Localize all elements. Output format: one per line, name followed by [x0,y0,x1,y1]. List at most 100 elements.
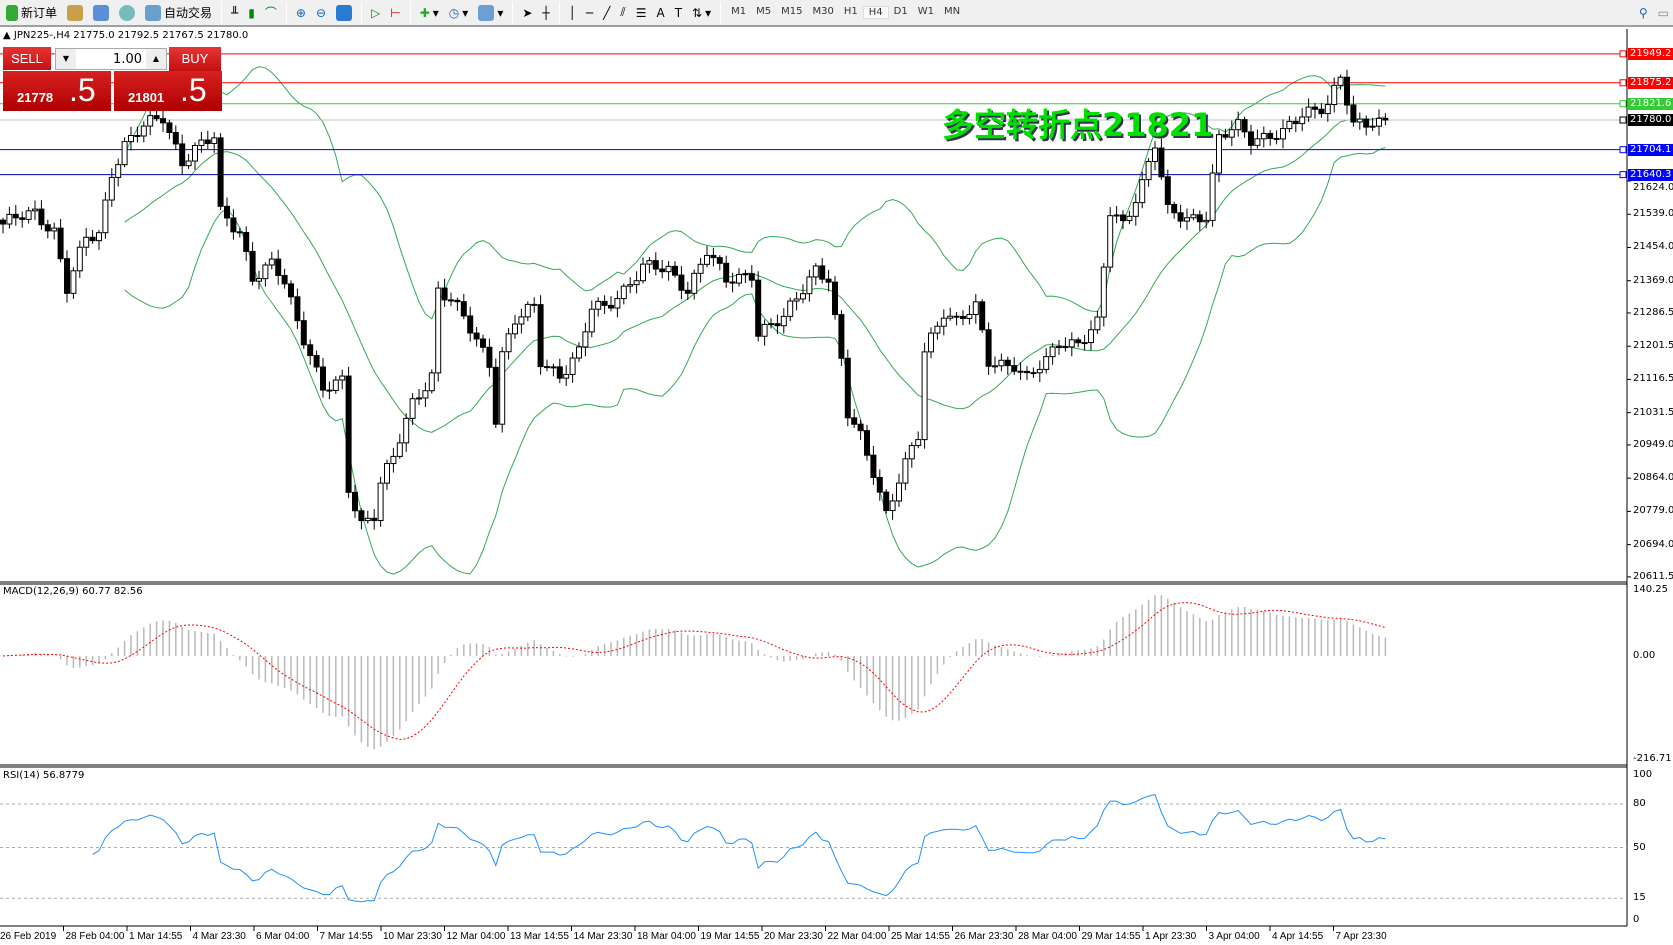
timeframe-m15[interactable]: M15 [781,6,803,17]
time-tick-label: 13 Mar 14:55 [510,931,569,942]
indicators-button[interactable]: ✚ ▾ [419,5,439,20]
bear-candle [710,254,717,259]
chat-button[interactable]: ▭ [1654,1,1673,24]
templates-button[interactable]: ▾ [474,1,507,24]
lot-value[interactable]: 1.00 [113,51,142,67]
bull-candle [1145,160,1152,181]
bear-candle [1011,365,1018,372]
divider [221,1,223,24]
timeframe-w1[interactable]: W1 [917,6,934,17]
bull-candle [1235,119,1242,131]
macd-tick-label: -216.71 [1633,752,1672,764]
bull-candle [211,137,218,144]
rsi-tick-label: 50 [1633,841,1646,853]
timeframe-h4[interactable]: H4 [862,6,889,19]
lot-size-field[interactable]: ▼ 1.00 ▲ [55,48,167,70]
equidistant-channel-button[interactable]: ⫽ [616,1,629,24]
bull-candle [614,298,621,309]
signal-button[interactable] [115,1,139,24]
level-handle [1619,50,1627,58]
lot-decrease-button[interactable]: ▼ [56,49,76,69]
bear-candle [1177,212,1184,222]
trendline-icon: ╱ [603,5,611,20]
bear-candle [876,476,883,493]
chart-shift-button[interactable]: ⊢ [386,1,404,24]
bull-candle [588,308,595,333]
bull-candle [646,260,653,265]
text-button[interactable]: A [652,1,668,24]
autoscroll-button[interactable]: ▷ [367,1,384,24]
bear-candle [1248,131,1254,146]
vertical-line-button[interactable]: │ [565,1,580,24]
bear-candle [134,134,141,137]
price-tick-label: 20864.0 [1633,472,1673,484]
bar-chart-button[interactable]: ╨ [227,1,242,24]
bull-candle [1305,106,1312,118]
time-tick-label: 4 Mar 23:30 [192,931,246,942]
bull-candle [1081,342,1088,345]
bear-candle [281,274,288,285]
tile-windows-button[interactable] [332,1,356,24]
trendline-button[interactable]: ╱ [599,1,614,24]
bull-candle [1286,120,1293,130]
navigator-button[interactable] [89,1,113,24]
bear-candle [1017,370,1024,373]
time-tick-label: 10 Mar 23:30 [383,931,442,942]
search-button[interactable]: ⚲ [1635,1,1652,24]
timeframe-d1[interactable]: D1 [893,6,908,17]
bull-candle [518,316,525,325]
bollinger-lower [124,146,1386,575]
auto-trading-button[interactable]: 自动交易 [141,1,216,24]
bull-candle [640,263,646,282]
price-tick-label: 21201.5 [1633,340,1673,352]
fibonacci-button[interactable]: ☰ [632,1,651,24]
bear-candle [307,344,314,357]
bull-candle [1324,104,1331,115]
bull-candle [569,357,576,375]
periods-button[interactable]: ◷ ▾ [448,5,469,20]
bear-candle [678,274,685,291]
bear-candle [38,208,45,226]
buy-price[interactable]: 21801 .5 [114,71,222,111]
bull-candle [524,303,531,318]
bear-candle [249,250,256,282]
horizontal-line-button[interactable]: ─ [582,1,597,24]
line-chart-icon: ⌒ [264,6,277,20]
sell-button[interactable]: SELL [3,47,51,71]
timeframe-m1[interactable]: M1 [731,6,747,17]
search-icon: ⚲ [1638,5,1648,20]
market-watch-button[interactable] [63,1,87,24]
timeframe-h1[interactable]: H1 [843,6,858,17]
new-order-button[interactable]: 新订单 [2,1,61,24]
zoom-out-button[interactable]: ⊖ [312,1,330,24]
text-label-button[interactable]: T [671,1,686,24]
signal-icon [119,4,136,21]
candlestick-button[interactable]: ▮ [244,1,259,24]
timeframe-m5[interactable]: M5 [756,6,772,17]
bear-candle [1120,214,1126,222]
bear-candle [275,258,282,276]
bull-candle [992,365,998,368]
rsi-tick-label: 15 [1633,892,1646,904]
bull-candle [780,315,787,327]
bear-candle [1004,359,1011,367]
sell-price[interactable]: 21778 .5 [3,71,111,111]
bull-candle [185,160,192,167]
lot-increase-button[interactable]: ▲ [146,49,166,69]
bull-candle [192,144,198,162]
bear-candle [985,329,992,367]
zoom-in-button[interactable]: ⊕ [292,1,310,24]
crosshair-button[interactable]: ┼ [538,1,553,24]
vertical-line-icon: │ [568,5,576,20]
cursor-button[interactable]: ➤ [518,1,536,24]
price-tick-label: 20949.0 [1633,438,1673,450]
arrows-button[interactable]: ⇅ ▾ [692,5,712,20]
bear-candle [467,315,474,334]
timeframe-m30[interactable]: M30 [812,6,834,17]
buy-button[interactable]: BUY [169,47,221,71]
timeframe-mn[interactable]: MN [943,6,961,17]
bear-candle [371,517,378,522]
line-chart-button[interactable]: ⌒ [261,1,281,24]
autoscroll-icon: ▷ [371,5,381,20]
